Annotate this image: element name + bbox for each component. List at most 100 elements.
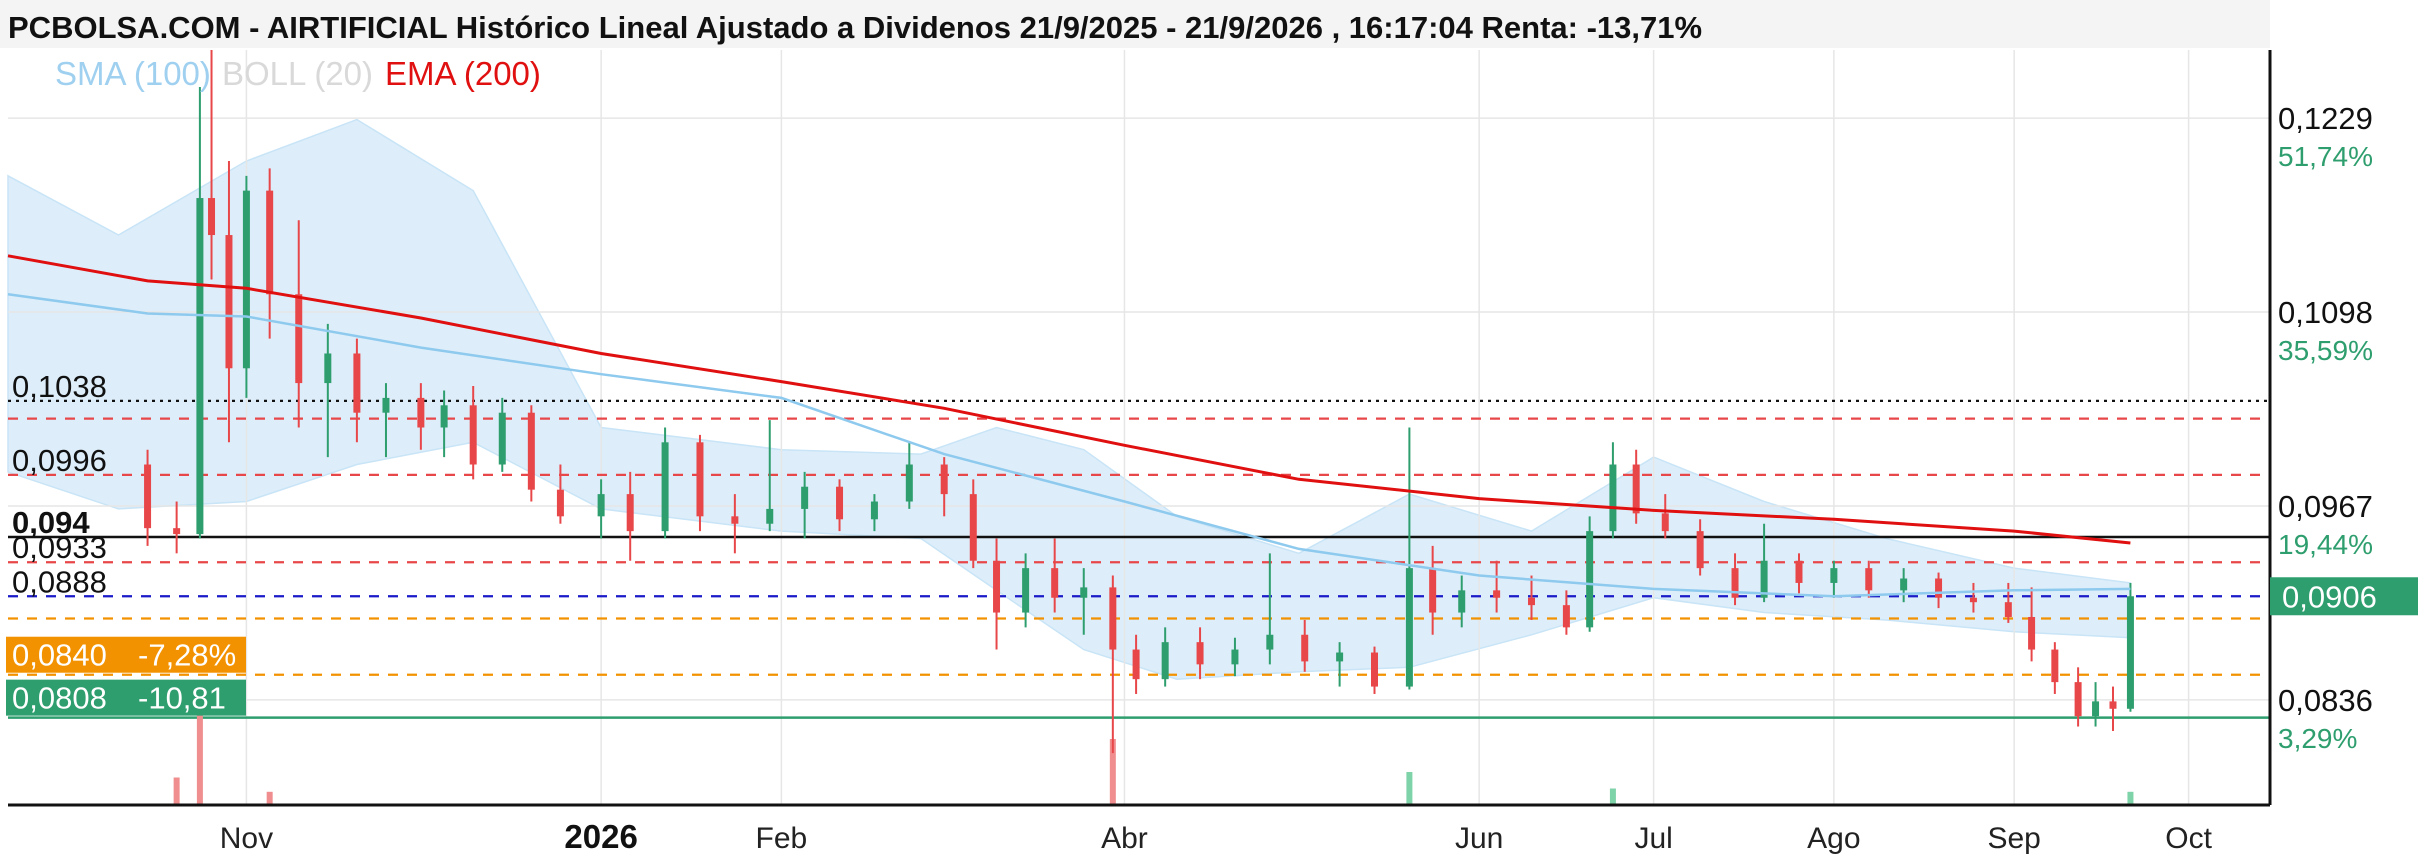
volume-bar: [1406, 772, 1413, 805]
candle-body: [905, 464, 913, 502]
x-tick-label: Jul: [1634, 822, 1672, 855]
candle-body: [144, 464, 152, 529]
candle-body: [1562, 605, 1570, 628]
candle-body: [1196, 642, 1204, 665]
candle-body: [469, 405, 477, 465]
x-tick-label: Oct: [2165, 822, 2212, 855]
candle-body: [696, 442, 704, 517]
axes-layer: 0,1229 51,74% 0,1098 35,59% 0,0967 19,44% 0,08…: [8, 50, 2418, 855]
candle-body: [2074, 682, 2082, 717]
candle-body: [766, 508, 774, 524]
x-tick-label: 2026: [564, 818, 637, 855]
y-tick-pct: 35,59%: [2278, 335, 2373, 366]
reference-line-label: 0,094: [12, 505, 90, 540]
candle-body: [2028, 616, 2036, 650]
candle-body: [1429, 568, 1437, 613]
price-tag-pct: -7,28%: [138, 638, 236, 673]
candle-body: [556, 489, 564, 517]
candle-body: [597, 494, 605, 517]
candle-body: [1231, 649, 1239, 665]
candle-body: [1830, 568, 1838, 583]
volume-layer: [173, 711, 2134, 805]
reference-line-label: 0,1038: [12, 369, 107, 404]
y-tick-pct: 3,29%: [2278, 723, 2357, 754]
candle-body: [626, 494, 634, 532]
candle-body: [661, 442, 669, 532]
candle-body: [1731, 568, 1739, 598]
candle-body: [1865, 568, 1873, 591]
candle-body: [2051, 649, 2059, 683]
candle-body: [2126, 596, 2134, 709]
candle-body: [1051, 568, 1059, 598]
x-tick-label: Sep: [1987, 822, 2040, 855]
candle-body: [1371, 652, 1379, 687]
y-tick-pct: 51,74%: [2278, 141, 2373, 172]
candle-body: [1493, 590, 1501, 598]
sma-line: [7, 293, 2131, 598]
reference-line-label: 0,0933: [12, 530, 107, 565]
candle-body: [1935, 578, 1943, 598]
candle-body: [1266, 634, 1274, 650]
candle-body: [1161, 642, 1169, 680]
x-tick-label: Jun: [1455, 822, 1503, 855]
candle-body: [1969, 597, 1977, 603]
x-tick-label: Abr: [1101, 822, 1148, 855]
candle-body: [870, 501, 878, 520]
candle-body: [417, 397, 425, 428]
candle-body: [498, 412, 506, 465]
candle-body: [731, 516, 739, 524]
last-price-label: 0,0906: [2282, 579, 2377, 614]
candle-body: [969, 494, 977, 561]
volume-bar: [196, 711, 203, 805]
candle-body: [1661, 513, 1669, 532]
candle-body: [1609, 464, 1617, 532]
candle-body: [173, 528, 181, 535]
sma-layer: [7, 293, 2131, 598]
ema-line: [7, 254, 2131, 545]
x-tick-label: Feb: [756, 822, 808, 855]
candle-body: [1405, 568, 1413, 687]
candle-body: [1458, 590, 1466, 613]
chart-title: PCBOLSA.COM - AIRTIFICIAL Histórico Line…: [8, 10, 1702, 45]
legend: SMA (100) BOLL (20) EMA (200): [55, 55, 541, 92]
candle-body: [1900, 578, 1908, 591]
reference-line-label: 0,0996: [12, 443, 107, 478]
candle-body: [940, 464, 948, 495]
x-tick-label: Nov: [220, 822, 273, 855]
price-tag-pct: -10,81: [138, 681, 226, 716]
grid-layer: [8, 50, 2270, 805]
volume-bar: [266, 791, 273, 805]
candles-layer: [144, 50, 2134, 754]
candle-body: [1132, 649, 1140, 680]
y-tick-label: 0,0836: [2278, 683, 2373, 718]
candle-body: [1301, 634, 1309, 662]
price-tag-box: [6, 636, 246, 673]
reference-line-label: 0,0888: [12, 564, 107, 599]
title-bar: [0, 0, 2270, 48]
candle-body: [1022, 568, 1030, 613]
candle-body: [1336, 652, 1344, 662]
x-tick-label: Ago: [1807, 822, 1860, 855]
candle-body: [353, 353, 361, 413]
candle-body: [836, 486, 844, 520]
candle-body: [324, 353, 332, 384]
y-tick-label: 0,1229: [2278, 101, 2373, 136]
candle-body: [1109, 587, 1117, 650]
candle-body: [2004, 602, 2012, 617]
candle-body: [527, 412, 535, 490]
candle-body: [208, 198, 216, 236]
candle-body: [266, 190, 274, 295]
y-tick-label: 0,1098: [2278, 295, 2373, 330]
volume-bar: [173, 777, 180, 805]
candle-body: [801, 486, 809, 509]
legend-boll: BOLL (20): [222, 55, 373, 92]
candle-body: [1528, 597, 1536, 606]
candle-body: [1760, 560, 1768, 598]
legend-ema: EMA (200): [385, 55, 541, 92]
ema-layer: [7, 254, 2131, 545]
candle-body: [1795, 560, 1803, 583]
candle-body: [1080, 587, 1088, 598]
